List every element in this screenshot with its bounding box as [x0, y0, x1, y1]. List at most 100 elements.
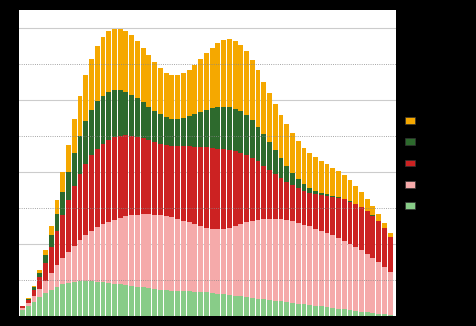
Bar	[312, 229, 317, 306]
Bar	[353, 247, 357, 311]
Bar	[353, 311, 357, 316]
Bar	[163, 117, 168, 145]
Bar	[60, 215, 65, 258]
Bar	[198, 226, 203, 292]
Bar	[112, 90, 117, 137]
Bar	[118, 136, 122, 218]
Bar	[146, 107, 151, 140]
Bar	[60, 172, 65, 192]
Bar	[244, 222, 248, 297]
Bar	[272, 150, 277, 174]
Bar	[54, 214, 60, 231]
Bar	[78, 240, 82, 281]
Bar	[215, 149, 220, 229]
Bar	[78, 281, 82, 316]
Bar	[54, 231, 60, 265]
Bar	[66, 200, 71, 252]
Bar	[203, 292, 208, 316]
Bar	[60, 192, 65, 215]
Bar	[175, 146, 179, 219]
Bar	[37, 270, 42, 273]
Bar	[209, 229, 214, 293]
Bar	[376, 215, 380, 221]
Bar	[289, 221, 294, 303]
Bar	[203, 147, 208, 228]
Bar	[347, 201, 352, 244]
Bar	[209, 293, 214, 316]
Bar	[152, 289, 157, 316]
Bar	[163, 290, 168, 316]
Bar	[198, 147, 203, 226]
Bar	[112, 29, 117, 90]
Bar	[158, 143, 162, 215]
Bar	[249, 298, 254, 316]
Bar	[249, 157, 254, 221]
Bar	[284, 302, 288, 316]
Bar	[232, 296, 237, 316]
Bar	[272, 219, 277, 301]
Bar	[358, 250, 363, 312]
Bar	[295, 141, 300, 179]
Bar	[249, 221, 254, 298]
Bar	[180, 220, 186, 291]
Bar	[169, 119, 174, 146]
Bar	[100, 96, 105, 143]
Bar	[376, 262, 380, 314]
Bar	[387, 315, 392, 316]
Bar	[123, 285, 128, 316]
Bar	[227, 228, 231, 295]
Bar	[278, 158, 283, 178]
Bar	[192, 291, 197, 316]
Bar	[278, 302, 283, 316]
Bar	[289, 303, 294, 316]
Bar	[186, 116, 191, 146]
Bar	[60, 285, 65, 316]
Bar	[335, 198, 340, 238]
Bar	[267, 142, 271, 170]
Bar	[209, 48, 214, 108]
Bar	[381, 314, 386, 316]
Bar	[227, 295, 231, 316]
Bar	[324, 196, 329, 233]
Bar	[140, 102, 145, 138]
Bar	[49, 289, 54, 316]
Bar	[347, 180, 352, 201]
Bar	[180, 291, 186, 316]
Bar	[215, 229, 220, 293]
Bar	[329, 308, 335, 316]
Bar	[158, 114, 162, 143]
Bar	[146, 140, 151, 214]
Bar	[118, 285, 122, 316]
Bar	[43, 281, 48, 293]
Bar	[123, 135, 128, 216]
Bar	[381, 267, 386, 314]
Bar	[215, 293, 220, 316]
Bar	[370, 313, 375, 316]
Bar	[341, 241, 346, 309]
Bar	[295, 304, 300, 316]
Bar	[89, 59, 94, 110]
Bar	[387, 237, 392, 273]
Bar	[123, 31, 128, 92]
Bar	[186, 146, 191, 222]
Bar	[186, 70, 191, 116]
Bar	[318, 306, 323, 316]
Bar	[307, 227, 311, 305]
Bar	[135, 215, 139, 287]
Bar	[135, 137, 139, 215]
Bar	[301, 304, 306, 316]
Bar	[347, 310, 352, 316]
Bar	[112, 137, 117, 220]
Bar	[227, 150, 231, 228]
Bar	[129, 36, 134, 95]
Bar	[49, 235, 54, 247]
Bar	[358, 192, 363, 207]
Bar	[175, 219, 179, 291]
Bar	[295, 188, 300, 223]
Bar	[329, 168, 335, 196]
Bar	[203, 228, 208, 292]
Bar	[31, 302, 36, 316]
Bar	[353, 186, 357, 204]
Bar	[95, 227, 99, 282]
Bar	[140, 138, 145, 214]
